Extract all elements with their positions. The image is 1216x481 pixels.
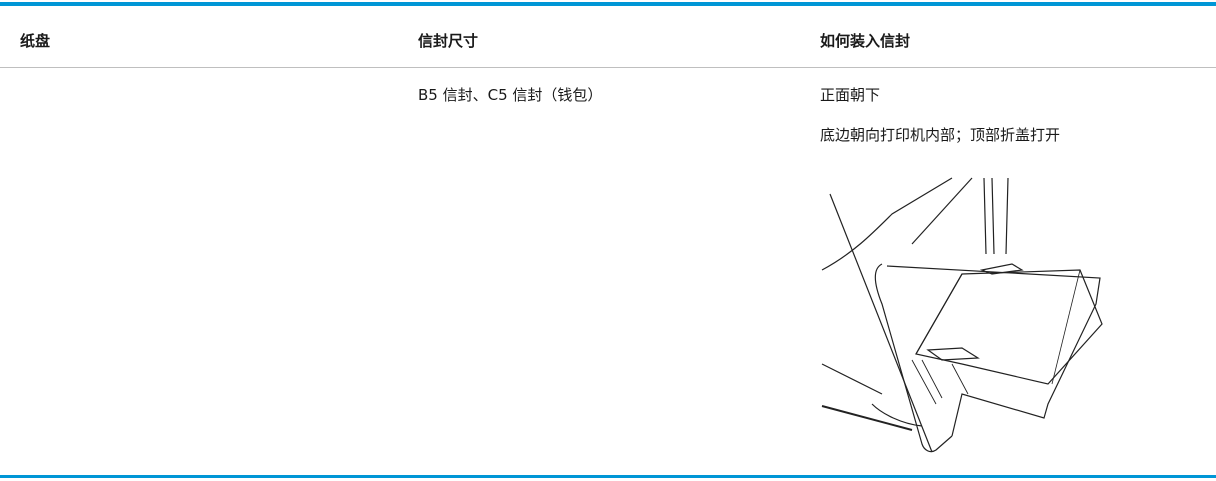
header-cell: 信封尺寸 xyxy=(418,32,479,50)
header-cell: 纸盘 xyxy=(20,32,51,50)
bottom-rule xyxy=(0,475,1216,478)
header-cell: 如何装入信封 xyxy=(820,32,911,50)
header-rule xyxy=(0,67,1216,68)
loading-illustration xyxy=(821,177,1103,453)
instruction: 底边朝向打印机内部；顶部折盖打开 xyxy=(820,126,1061,144)
instruction: 正面朝下 xyxy=(820,86,881,104)
envelope-size: B5 信封、C5 信封（钱包） xyxy=(418,86,603,104)
top-rule xyxy=(0,2,1216,6)
